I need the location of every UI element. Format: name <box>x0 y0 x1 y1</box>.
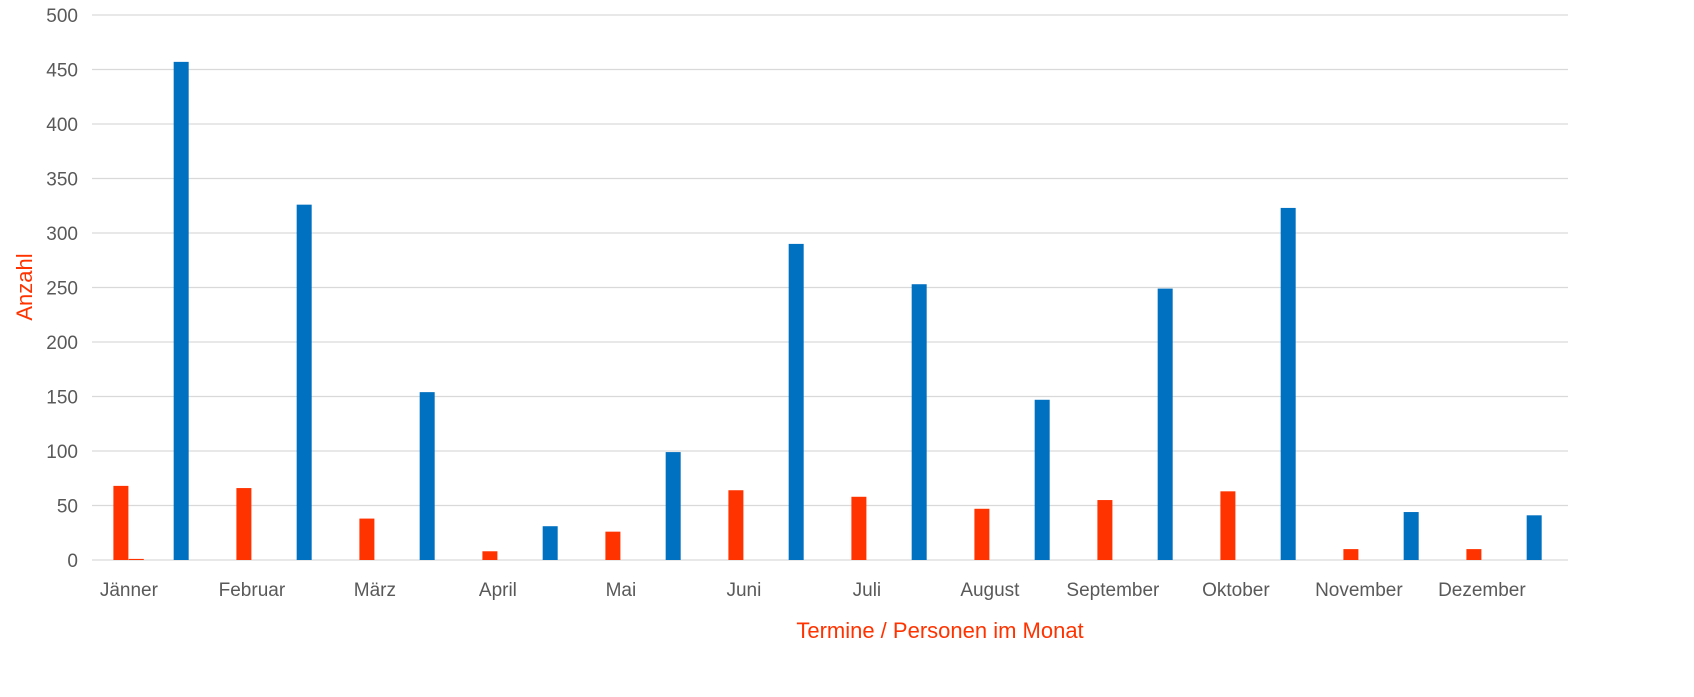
y-tick-label: 50 <box>57 497 78 518</box>
bar <box>974 508 990 560</box>
x-tick-label: Mai <box>606 580 637 601</box>
bar <box>1280 207 1296 560</box>
bar <box>1466 549 1482 560</box>
bar <box>728 490 744 560</box>
y-tick-label: 250 <box>46 279 78 300</box>
y-tick-label: 0 <box>67 551 78 572</box>
y-tick-label: 400 <box>46 115 78 136</box>
bar <box>1526 515 1542 560</box>
bar <box>1220 491 1236 560</box>
x-tick-label: August <box>960 580 1020 601</box>
x-axis-ticks: Jänner Februar März April Mai Juni Juli August S… <box>100 580 1527 601</box>
x-tick-label: April <box>479 580 517 601</box>
bar <box>419 392 435 560</box>
bar <box>542 526 558 560</box>
y-tick-label: 150 <box>46 388 78 409</box>
y-axis-title: Anzahl <box>12 253 37 320</box>
bar <box>1034 399 1050 560</box>
y-tick-label: 500 <box>46 6 78 27</box>
x-tick-label: November <box>1315 580 1403 601</box>
bar <box>788 243 804 560</box>
bar <box>128 558 144 560</box>
x-tick-label: Jänner <box>100 580 159 601</box>
x-axis-title: Termine / Personen im Monat <box>796 618 1083 643</box>
y-tick-label: 300 <box>46 224 78 245</box>
x-tick-label: Dezember <box>1438 580 1526 601</box>
bar <box>1343 549 1359 560</box>
x-tick-label: Juni <box>726 580 761 601</box>
y-tick-label: 200 <box>46 333 78 354</box>
bar <box>1403 512 1419 560</box>
x-tick-label: September <box>1066 580 1160 601</box>
bar <box>296 204 312 560</box>
gridlines <box>92 14 1568 561</box>
bar <box>851 496 867 560</box>
bar <box>173 61 189 561</box>
bar <box>605 531 621 560</box>
bar <box>113 485 129 560</box>
bar <box>911 284 927 560</box>
y-tick-label: 450 <box>46 61 78 82</box>
y-tick-label: 350 <box>46 170 78 191</box>
bar <box>359 518 375 560</box>
bars <box>113 61 1542 561</box>
bar <box>1157 288 1173 560</box>
x-tick-label: Februar <box>219 580 286 601</box>
bar <box>236 488 252 560</box>
bar <box>1097 500 1113 560</box>
x-tick-label: März <box>354 580 396 601</box>
bar <box>665 452 681 560</box>
x-tick-label: Oktober <box>1202 580 1270 601</box>
bar <box>482 551 498 560</box>
y-tick-label: 100 <box>46 442 78 463</box>
x-tick-label: Juli <box>853 580 882 601</box>
y-axis-ticks: 0 50 100 150 200 250 300 350 400 450 500 <box>46 6 78 572</box>
